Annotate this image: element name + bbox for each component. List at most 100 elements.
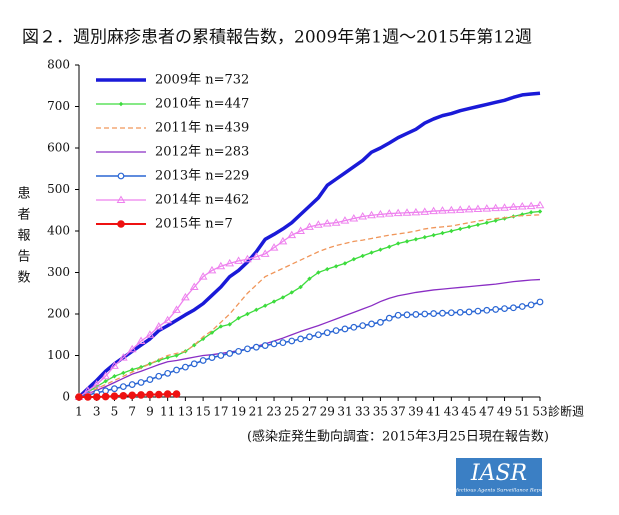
legend-label: 2014年 n=462 <box>155 193 249 208</box>
x-tick-label: 5 <box>111 405 119 419</box>
data-point <box>395 241 401 246</box>
data-point <box>528 210 534 215</box>
data-point <box>199 357 207 364</box>
data-point <box>384 209 394 217</box>
x-tick-label: 53 <box>532 405 547 419</box>
data-point <box>101 392 110 401</box>
source-note: (感染症発生動向調査：2015年3月25日現在報告数) <box>247 429 549 445</box>
data-point <box>279 339 287 347</box>
data-point <box>103 379 108 384</box>
data-point <box>192 342 197 348</box>
data-point <box>111 385 118 393</box>
data-point <box>118 353 128 361</box>
data-point <box>429 206 438 215</box>
data-point <box>112 374 117 379</box>
data-point <box>376 209 385 218</box>
data-point <box>484 220 490 225</box>
data-point <box>269 243 279 251</box>
data-point <box>154 321 164 330</box>
data-point <box>387 244 392 249</box>
x-tick-label: 49 <box>497 405 512 419</box>
data-point <box>208 354 216 361</box>
data-point <box>404 239 410 244</box>
data-point <box>493 218 498 223</box>
data-point <box>411 207 421 216</box>
data-point <box>536 298 544 306</box>
data-point <box>297 335 305 343</box>
data-point <box>75 393 83 401</box>
data-point <box>501 305 508 313</box>
data-point <box>475 222 481 227</box>
data-point <box>129 367 135 372</box>
data-point <box>473 204 483 213</box>
data-point <box>333 264 339 269</box>
data-point <box>517 202 527 210</box>
x-tick-label: 51 <box>515 405 530 419</box>
y-tick-label: 700 <box>47 99 70 113</box>
data-point <box>446 205 456 214</box>
data-point <box>316 270 321 275</box>
data-point <box>509 202 518 210</box>
data-point <box>172 390 181 398</box>
y-tick-label: 200 <box>47 307 70 321</box>
data-point <box>385 314 393 322</box>
x-tick-label: 45 <box>461 405 476 419</box>
data-point <box>482 204 492 212</box>
data-point <box>226 350 234 357</box>
data-point <box>430 310 438 317</box>
series-line <box>78 301 541 398</box>
data-point <box>455 205 465 213</box>
data-point <box>527 301 535 309</box>
legend-label: 2015年 n=7 <box>155 217 233 232</box>
legend-label: 2010年 n=447 <box>155 97 249 112</box>
data-point <box>128 381 136 388</box>
data-point <box>474 307 482 315</box>
data-point <box>306 333 313 341</box>
data-point <box>323 329 331 337</box>
data-point <box>218 324 224 329</box>
data-point <box>163 315 173 324</box>
series-line <box>78 214 541 398</box>
data-point <box>278 236 288 245</box>
legend-marker <box>118 101 124 107</box>
legend-label: 2013年 n=229 <box>155 169 249 184</box>
data-point <box>456 308 464 316</box>
data-point <box>447 309 455 317</box>
data-point <box>500 203 509 211</box>
data-point <box>121 370 126 376</box>
data-point <box>243 254 252 263</box>
data-point <box>128 391 136 400</box>
data-point <box>342 261 348 266</box>
data-point <box>325 266 330 272</box>
data-point <box>341 325 349 333</box>
data-point <box>136 336 146 344</box>
data-point <box>174 353 179 358</box>
data-point <box>245 311 250 317</box>
data-point <box>518 303 526 310</box>
data-point <box>236 315 241 321</box>
y-tick-label: 400 <box>47 224 70 238</box>
data-point <box>331 218 341 226</box>
data-point <box>110 361 119 369</box>
data-point <box>360 253 365 259</box>
data-point <box>358 211 368 220</box>
x-tick-label: 1 <box>75 405 83 419</box>
data-point <box>147 361 153 366</box>
data-point <box>252 343 260 351</box>
data-point <box>101 371 110 380</box>
y-tick-label: 100 <box>47 348 70 362</box>
data-point <box>181 363 189 371</box>
data-point <box>84 393 92 401</box>
legend-marker <box>117 172 125 180</box>
data-point <box>198 272 208 280</box>
data-point <box>172 305 181 313</box>
legend-label: 2009年 n=732 <box>155 73 249 88</box>
x-tick-label: 9 <box>146 405 154 419</box>
data-point <box>322 219 332 227</box>
x-tick-label: 13 <box>178 405 193 419</box>
data-point <box>349 214 359 222</box>
data-point <box>412 311 420 318</box>
data-point <box>535 200 545 209</box>
data-point <box>402 208 412 216</box>
